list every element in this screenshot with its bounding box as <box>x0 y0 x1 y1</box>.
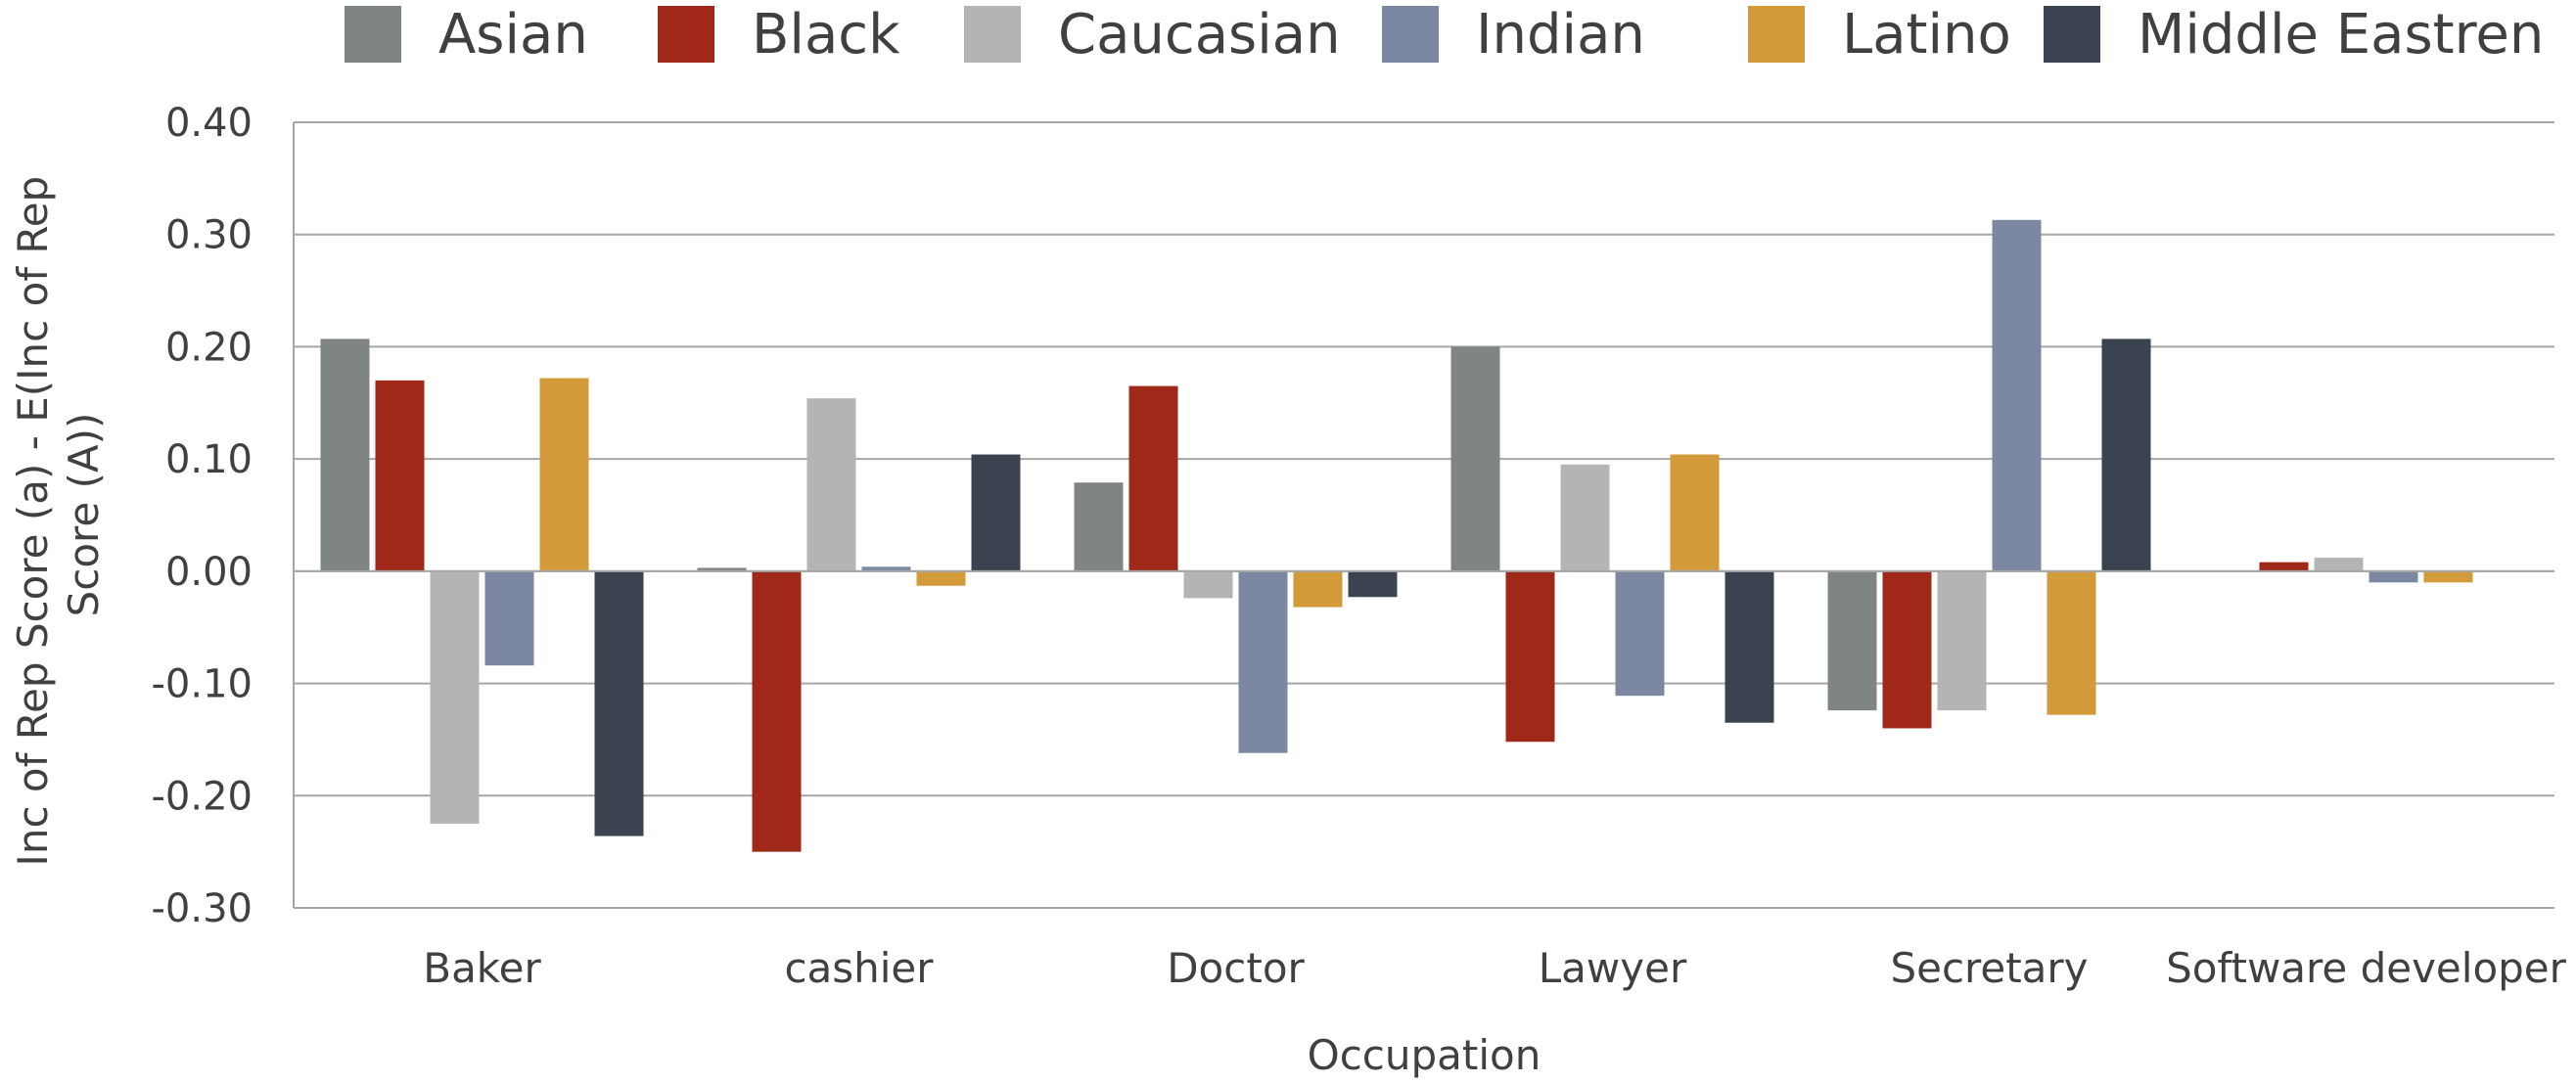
bar-latino-lawyer <box>1671 455 1720 571</box>
legend-label: Indian <box>1476 3 1645 67</box>
x-tick-label: Baker <box>423 944 541 992</box>
x-axis-title: Occupation <box>1308 1031 1541 1078</box>
bar-latino-doctor <box>1294 571 1343 608</box>
y-axis-ticks: -0.30 -0.20 -0.10 0.00 0.10 0.20 0.30 0.40 <box>152 101 253 931</box>
legend-item-asian: Asian <box>345 3 588 67</box>
bar-black-baker <box>376 381 425 571</box>
x-tick-label: Lawyer <box>1539 944 1687 992</box>
legend-swatch <box>1382 6 1439 63</box>
y-tick-label: 0.30 <box>165 213 253 258</box>
y-axis-title: Inc of Rep Score (a) - E(Inc of Rep Scor… <box>9 162 108 866</box>
legend-item-latino: Latino <box>1748 3 2011 67</box>
x-tick-label: cashier <box>784 944 934 992</box>
legend-label: Caucasian <box>1058 3 1341 67</box>
legend: Asian Black Caucasian Indian Latino Middle Ea… <box>345 3 2544 67</box>
bar-caucasian-doctor <box>1184 571 1233 599</box>
legend-swatch <box>658 6 714 63</box>
bar-black-lawyer <box>1506 571 1555 742</box>
bar-black-secretary <box>1883 571 1932 729</box>
bar-asian-doctor <box>1075 482 1124 571</box>
bar-latino-software-developer <box>2424 571 2473 582</box>
y-tick-label: -0.30 <box>152 886 253 931</box>
bar-latino-cashier <box>917 571 966 586</box>
legend-swatch <box>1748 6 1805 63</box>
bar-middle-eastren-doctor <box>1349 571 1398 597</box>
legend-item-black: Black <box>658 3 900 67</box>
x-axis-ticks: Baker cashier Doctor Lawyer Secretary Softwar… <box>423 944 2566 992</box>
bar-caucasian-cashier <box>807 398 856 571</box>
bar-middle-eastren-lawyer <box>1725 571 1774 723</box>
legend-item-indian: Indian <box>1382 3 1645 67</box>
legend-label: Latino <box>1842 3 2011 67</box>
bar-black-doctor <box>1129 386 1178 571</box>
bar-indian-secretary <box>1993 220 2042 571</box>
x-tick-label: Software developer <box>2166 944 2567 992</box>
legend-swatch <box>345 6 401 63</box>
bar-caucasian-secretary <box>1938 571 1987 710</box>
legend-item-caucasian: Caucasian <box>964 3 1341 67</box>
bar-black-software-developer <box>2260 563 2309 571</box>
y-axis-title-line-1: Inc of Rep Score (a) - E(Inc of Rep <box>9 176 57 867</box>
legend-swatch <box>2044 6 2100 63</box>
y-tick-label: 0.40 <box>165 101 253 146</box>
bar-asian-lawyer <box>1451 346 1500 570</box>
y-tick-label: -0.20 <box>152 774 253 819</box>
y-tick-label: 0.20 <box>165 325 253 370</box>
bar-middle-eastren-cashier <box>972 455 1021 571</box>
bar-middle-eastren-baker <box>595 571 644 836</box>
legend-label: Black <box>752 3 900 67</box>
bar-asian-baker <box>321 338 370 570</box>
y-axis-title-line-2: Score (A)) <box>60 413 108 617</box>
y-tick-label: 0.00 <box>165 550 253 595</box>
x-tick-label: Secretary <box>1890 944 2088 992</box>
legend-label: Middle Eastren <box>2138 3 2544 67</box>
bar-middle-eastren-secretary <box>2102 338 2151 570</box>
bar-indian-lawyer <box>1616 571 1665 696</box>
bar-black-cashier <box>753 571 802 852</box>
legend-item-middle-eastren: Middle Eastren <box>2044 3 2544 67</box>
x-tick-label: Doctor <box>1167 944 1305 992</box>
legend-label: Asian <box>438 3 588 67</box>
bar-caucasian-lawyer <box>1561 465 1610 571</box>
y-tick-label: -0.10 <box>152 662 253 707</box>
bar-indian-doctor <box>1239 571 1288 753</box>
bar-latino-baker <box>540 379 589 571</box>
bars <box>294 220 2554 852</box>
y-tick-label: 0.10 <box>165 437 253 482</box>
bar-indian-baker <box>485 571 534 665</box>
bar-indian-software-developer <box>2369 571 2418 582</box>
bar-latino-secretary <box>2047 571 2096 715</box>
bar-caucasian-baker <box>431 571 480 824</box>
legend-swatch <box>964 6 1021 63</box>
bar-caucasian-software-developer <box>2315 558 2364 571</box>
bar-asian-secretary <box>1828 571 1877 710</box>
